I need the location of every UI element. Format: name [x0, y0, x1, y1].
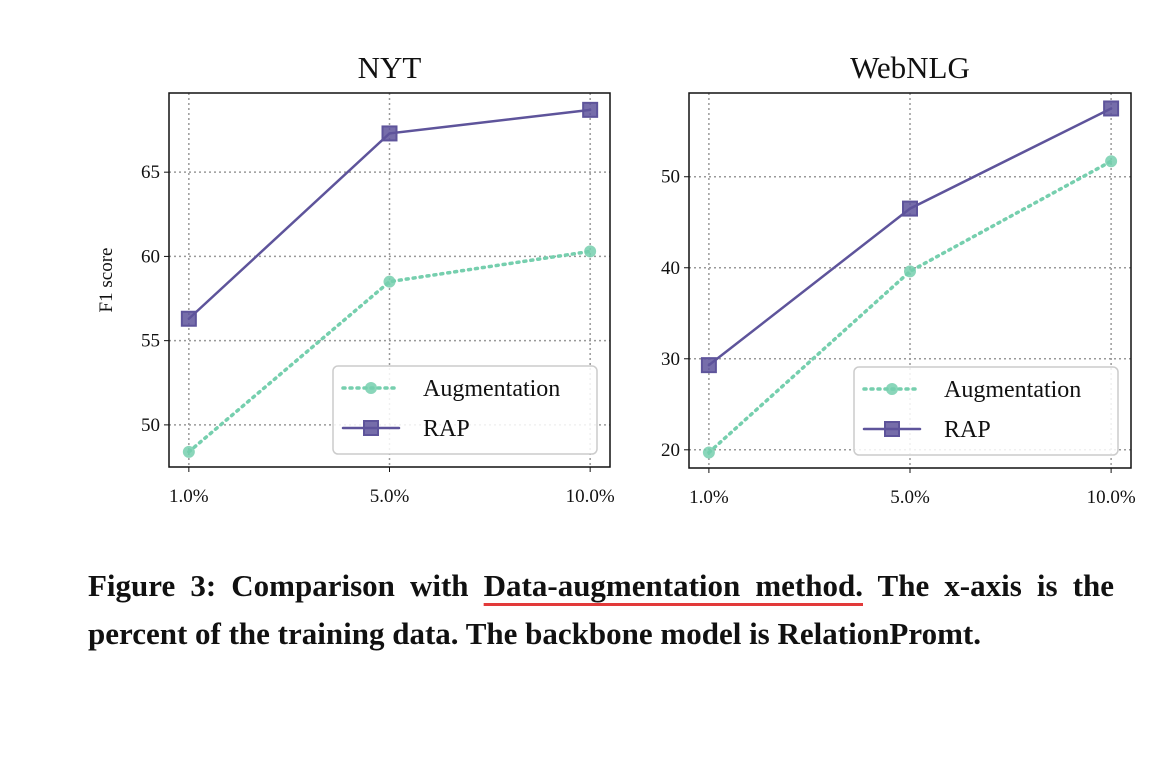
- y-tick-label: 30: [661, 349, 680, 370]
- marker: [1105, 155, 1118, 168]
- chart-title: WebNLG: [850, 50, 970, 85]
- marker: [702, 446, 715, 459]
- y-tick-label: 55: [141, 331, 160, 352]
- y-tick-label: 20: [661, 440, 680, 461]
- legend-label: RAP: [944, 417, 991, 443]
- x-tick-label: 5.0%: [370, 486, 410, 507]
- marker: [902, 200, 918, 217]
- legend-marker: [886, 383, 898, 395]
- line: [707, 159, 1113, 455]
- plot-frame: [168, 92, 611, 468]
- plot-frame: [688, 92, 1132, 469]
- y-axis-label: F1 score: [96, 248, 117, 313]
- caption-underlined: Data-augmentation method.: [483, 568, 863, 603]
- marker: [700, 357, 717, 374]
- x-tick-label: 10.0%: [566, 486, 615, 507]
- figure: NYT F1 score 50 55 60 65 1.0% 5.0% 10.0% Augmenta…: [96, 50, 1136, 508]
- legend-box: [332, 365, 598, 455]
- x-tick-label: 10.0%: [1087, 487, 1136, 508]
- y-tick-label: 40: [661, 258, 680, 279]
- marker: [383, 275, 396, 288]
- marker: [584, 245, 597, 258]
- marker: [904, 265, 916, 278]
- y-tick-label: 50: [661, 167, 680, 188]
- y-tick-label: 50: [141, 415, 160, 436]
- marker: [180, 310, 197, 327]
- caption-text: Figure 3: Comparison with: [88, 568, 484, 603]
- legend-box: [853, 366, 1119, 456]
- x-tick-label: 1.0%: [169, 486, 209, 507]
- legend-marker: [884, 421, 900, 437]
- y-tick-label: 65: [141, 162, 160, 183]
- marker: [182, 445, 195, 458]
- marker: [582, 101, 599, 118]
- marker: [381, 125, 398, 142]
- caption: Figure 3: Comparison with Data-augmentat…: [88, 562, 1114, 658]
- x-tick-label: 1.0%: [689, 487, 729, 508]
- chart-title: NYT: [358, 50, 422, 85]
- line: [707, 107, 1113, 367]
- legend-label: Augmentation: [944, 377, 1081, 403]
- y-tick-label: 60: [141, 246, 160, 267]
- line: [187, 249, 592, 454]
- marker: [1103, 100, 1120, 117]
- legend-marker: [363, 420, 379, 436]
- caption-text: The x-axis is the percent of the trainin…: [88, 568, 1114, 651]
- x-tick-label: 5.0%: [890, 487, 930, 508]
- legend-marker: [365, 382, 377, 394]
- legend-label: RAP: [423, 416, 470, 442]
- legend-label: Augmentation: [423, 376, 560, 402]
